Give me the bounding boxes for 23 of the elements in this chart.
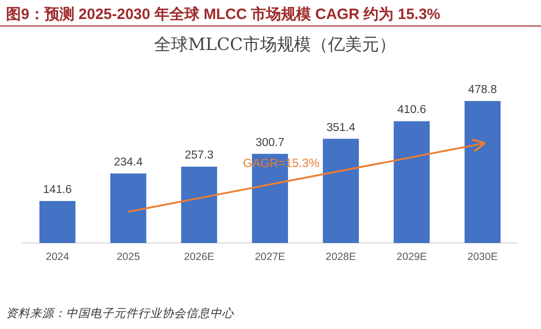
data-label: 351.4 (326, 122, 356, 134)
data-label: 410.6 (397, 104, 426, 116)
x-tick-label: 2028E (326, 251, 356, 263)
data-label: 234.4 (114, 156, 144, 168)
title: 图9：预测 2025-2030 年全球 MLCC 市场规模 CAGR 约为 15.3% (6, 6, 440, 23)
bar (110, 173, 146, 243)
x-tick-label: 2024 (46, 251, 70, 263)
x-tick-label: 2030E (467, 251, 498, 263)
bar (181, 166, 218, 243)
x-tick-label: 2025 (116, 251, 140, 263)
data-label: 257.3 (184, 150, 214, 162)
data-label: 478.8 (468, 84, 497, 96)
text: 资料来源：中国电子元件行业协会信息中心 (6, 307, 235, 320)
x-tick-label: 2027E (254, 251, 286, 263)
bar (464, 101, 501, 243)
chart-subtitle: 全球MLCC市场规模（亿美元） (154, 35, 396, 55)
x-tick-label: 2026E (184, 251, 214, 263)
bar (394, 121, 430, 243)
x-tick-label: 2029E (396, 251, 427, 263)
bar (322, 138, 359, 243)
bar (39, 201, 76, 243)
data-label: 300.7 (256, 136, 284, 149)
data-label: 141.6 (43, 184, 72, 196)
